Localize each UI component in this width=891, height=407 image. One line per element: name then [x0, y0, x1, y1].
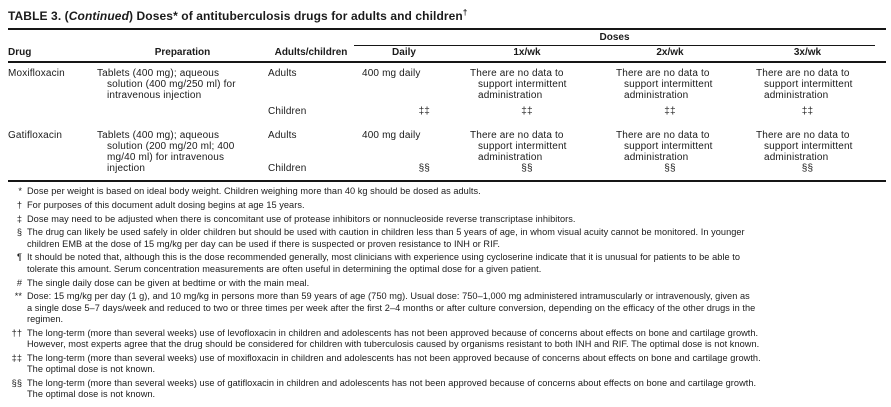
footnote-marker: ‡‡: [11, 352, 22, 363]
children-label: Children: [268, 106, 307, 117]
dose-1xwk-children-note: §§: [521, 163, 533, 174]
footnote-text: The long-term (more than several weeks) …: [27, 327, 760, 350]
daily-dose-children-note: §§: [418, 163, 430, 174]
footnote-marker: **: [14, 291, 22, 302]
dose-2xwk-children-note: ‡‡: [664, 106, 676, 117]
footnote-text: The long-term (more than several weeks) …: [27, 377, 757, 400]
dose-1xwk-adults: There are no data to support intermitten…: [470, 68, 567, 101]
footnote-text: The drug can likely be used safely in ol…: [27, 227, 745, 249]
footnote: # The single daily dose can be given at …: [8, 278, 886, 289]
footnote-marker: *: [18, 186, 22, 196]
preparation-cell: Tablets (400 mg); aqueous solution (200 …: [97, 130, 235, 174]
footnote-text: Dose may need to be adjusted when there …: [27, 213, 576, 224]
footnote-marker: §§: [11, 377, 22, 388]
footnote-text: It should be noted that, although this i…: [27, 252, 741, 274]
table-title-prefix: TABLE 3. (: [8, 9, 69, 23]
footnote: † For purposes of this document adult do…: [8, 200, 886, 211]
footnote: ‡‡ The long-term (more than several week…: [8, 353, 886, 376]
footnote: ** Dose: 15 mg/kg per day (1 g), and 10 …: [8, 291, 886, 325]
col-header-3xwk: 3x/wk: [793, 47, 822, 58]
table-title-suffix: ) Doses* of antituberculosis drugs for a…: [129, 9, 463, 23]
dose-3xwk-children-note: §§: [801, 163, 814, 174]
footnote: ¶ It should be noted that, although this…: [8, 252, 886, 275]
daily-dose-children-note: ‡‡: [418, 106, 430, 117]
dose-2xwk-adults: There are no data to support intermitten…: [616, 68, 713, 101]
footnote: †† The long-term (more than several week…: [8, 328, 886, 351]
doses-group-header: Doses: [354, 30, 875, 46]
footnote-marker: ¶: [17, 252, 22, 263]
dose-2xwk-children-note: §§: [664, 163, 676, 174]
footnote: * Dose per weight is based on ideal body…: [8, 186, 886, 197]
adults-label: Adults: [268, 68, 297, 79]
footnote-marker: §: [16, 227, 22, 238]
footnote-marker: #: [16, 277, 22, 288]
footnote-marker: †: [16, 199, 22, 210]
adults-label: Adults: [268, 130, 297, 141]
dose-2xwk-adults: There are no data to support intermitten…: [616, 130, 713, 163]
drug-row-moxifloxacin: Moxifloxacin Tablets (400 mg); aqueous s…: [8, 68, 886, 117]
footnote: § The drug can likely be used safely in …: [8, 227, 886, 250]
dose-3xwk-adults: There are no data to support intermitten…: [756, 68, 853, 101]
dose-1xwk-children-note: ‡‡: [521, 106, 533, 117]
footnote-marker: ‡: [16, 213, 22, 224]
table-title: TABLE 3. (Continued) Doses* of antituber…: [8, 6, 886, 23]
drug-name: Moxifloxacin: [8, 68, 65, 79]
doses-spanner-row: Doses: [8, 30, 886, 46]
footnotes: * Dose per weight is based on ideal body…: [8, 182, 886, 401]
col-header-1xwk: 1x/wk: [513, 47, 541, 58]
column-header-row: Drug Preparation Adults/children Daily 1…: [8, 46, 886, 61]
footnote-text: For purposes of this document adult dosi…: [27, 199, 305, 210]
table-bottom-rule: [8, 180, 886, 182]
table-body: Moxifloxacin Tablets (400 mg); aqueous s…: [8, 63, 886, 174]
dose-3xwk-children-note: ‡‡: [801, 106, 814, 117]
footnote-text: Dose per weight is based on ideal body w…: [27, 186, 481, 196]
daily-dose-adults: 400 mg daily: [362, 130, 421, 141]
col-header-preparation: Preparation: [154, 47, 211, 58]
title-rule: [8, 28, 886, 30]
footnote-marker: ††: [11, 327, 22, 338]
footnote-text: The long-term (more than several weeks) …: [27, 352, 761, 375]
header-rule: [8, 61, 886, 63]
footnote: ‡ Dose may need to be adjusted when ther…: [8, 214, 886, 225]
children-label: Children: [268, 163, 307, 174]
footnote-text: The single daily dose can be given at be…: [27, 277, 310, 288]
col-header-daily: Daily: [392, 47, 416, 58]
col-header-2xwk: 2x/wk: [656, 47, 684, 58]
footnote: §§ The long-term (more than several week…: [8, 378, 886, 401]
col-header-drug: Drug: [8, 47, 32, 58]
drug-name: Gatifloxacin: [8, 130, 63, 141]
preparation-cell: Tablets (400 mg); aqueous solution (400 …: [97, 68, 236, 101]
daily-dose-adults: 400 mg daily: [362, 68, 421, 79]
footnote-text: Dose: 15 mg/kg per day (1 g), and 10 mg/…: [27, 291, 756, 324]
table-title-footnote-mark: †: [462, 8, 468, 17]
drug-row-gatifloxacin: Gatifloxacin Tablets (400 mg); aqueous s…: [8, 130, 886, 174]
dose-1xwk-adults: There are no data to support intermitten…: [470, 130, 567, 163]
col-header-adults-children: Adults/children: [274, 47, 348, 58]
dose-3xwk-adults: There are no data to support intermitten…: [756, 130, 853, 163]
table-title-continued: Continued: [68, 9, 130, 23]
